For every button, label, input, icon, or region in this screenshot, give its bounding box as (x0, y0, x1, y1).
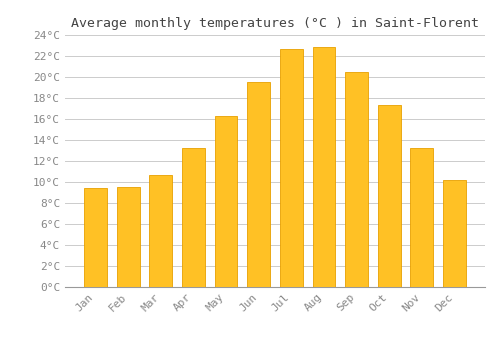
Bar (248, 82, 270, 287)
Bar (280, 49, 302, 287)
Bar (84, 188, 107, 287)
Bar (116, 187, 140, 287)
Bar (214, 116, 238, 287)
Bar (150, 175, 172, 287)
Title: Average monthly temperatures (°C ) in Saint-Florent: Average monthly temperatures (°C ) in Sa… (71, 17, 479, 30)
Bar (443, 180, 466, 287)
Bar (312, 47, 336, 287)
Bar (410, 148, 434, 287)
Bar (378, 105, 400, 287)
Bar (182, 148, 205, 287)
Bar (345, 72, 368, 287)
